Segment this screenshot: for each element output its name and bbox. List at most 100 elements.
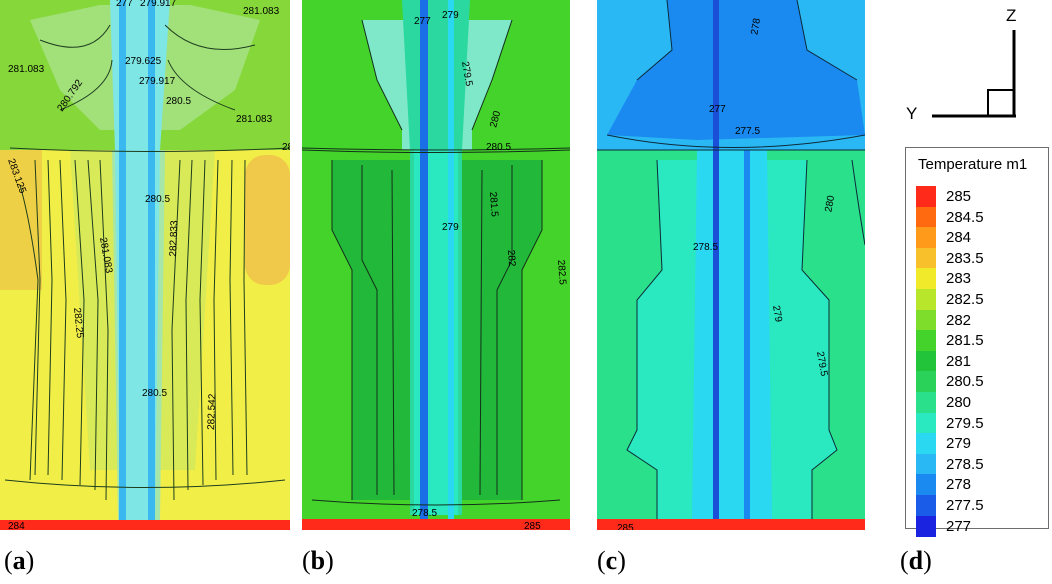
z-axis-label: Z bbox=[1006, 6, 1017, 25]
panel-b-label-11: 285 bbox=[524, 521, 541, 530]
panel-b-pipe-right bbox=[448, 0, 454, 520]
legend-swatch bbox=[916, 227, 936, 249]
panel-a-tag: (a) bbox=[4, 546, 35, 575]
panel-b-label-4: 280 bbox=[488, 109, 503, 128]
legend-swatch bbox=[916, 206, 936, 228]
panel-a-base-strip bbox=[0, 520, 290, 530]
panel-a-label-6: 279.917 bbox=[139, 76, 176, 87]
legend-swatch bbox=[916, 289, 936, 310]
panel-c-contour-lines bbox=[597, 0, 865, 520]
panel-b-label-7: 279 bbox=[442, 222, 459, 233]
panel-a-label-9: 280.5 bbox=[282, 142, 290, 153]
panel-b-contour-plot: 277 279 279.5 280 280.5 281.5 279 282 28… bbox=[302, 0, 570, 530]
legend-swatch bbox=[916, 247, 936, 269]
panel-a-contour-plot: 279.917 281.083 281.083 280.792 279.625 … bbox=[0, 0, 290, 530]
panel-c-cold-lobe bbox=[607, 0, 865, 140]
legend-value: 281 bbox=[946, 352, 972, 370]
panel-a-label-1: 279.917 bbox=[140, 0, 177, 9]
panel-a-label-7: 280.5 bbox=[166, 96, 191, 107]
legend-value: 279 bbox=[946, 435, 972, 453]
panel-a-pipe-right bbox=[148, 0, 155, 520]
legend-swatch bbox=[916, 412, 936, 434]
legend-swatch bbox=[916, 392, 936, 413]
panel-c-label-5: 278.5 bbox=[693, 242, 718, 253]
panel-a-label-8: 281.083 bbox=[236, 114, 273, 125]
legend-swatch bbox=[916, 350, 936, 372]
legend-value: 282.5 bbox=[946, 291, 984, 308]
panel-c-label-7: 279.5 bbox=[814, 351, 829, 378]
axis-indicator-svg bbox=[932, 30, 1016, 118]
legend-swatch bbox=[916, 186, 936, 207]
legend-swatch bbox=[916, 433, 936, 455]
legend-value: 284 bbox=[946, 229, 972, 247]
legend-value: 282 bbox=[946, 311, 972, 329]
legend-swatch bbox=[916, 474, 936, 496]
panel-b-base-strip bbox=[302, 519, 570, 530]
panel-a-label-18: 277 bbox=[116, 0, 133, 9]
panel-c-label-3: 277.5 bbox=[735, 126, 760, 137]
panel-b-label-1: 277 bbox=[414, 16, 431, 27]
panel-a-label-2: 281.083 bbox=[243, 6, 280, 17]
axis-indicator: Z Y bbox=[906, 0, 1052, 140]
panel-a-label-5: 279.625 bbox=[125, 56, 162, 67]
legend-swatch bbox=[916, 330, 936, 352]
legend-value: 281.5 bbox=[946, 332, 984, 350]
panel-b-label-6: 281.5 bbox=[487, 191, 500, 217]
panel-c-contour-plot: 278 277 277.5 280 278.5 279 279.5 285 bbox=[597, 0, 865, 530]
panel-b-label-8: 282 bbox=[505, 249, 517, 267]
panel-c-pipe-right bbox=[744, 150, 750, 520]
legend-swatch bbox=[916, 371, 936, 393]
legend-value: 278.5 bbox=[946, 455, 984, 473]
panel-c-pipe-left bbox=[713, 0, 719, 520]
panel-a-label-16: 282.542 bbox=[206, 393, 218, 430]
legend-value: 277 bbox=[946, 517, 972, 535]
panel-b-pipe-left bbox=[420, 0, 428, 520]
panel-a-label-13: 282.833 bbox=[168, 220, 180, 257]
panel-c-label-6: 279 bbox=[770, 305, 784, 324]
legend-value: 285 bbox=[946, 188, 972, 205]
panel-c-label-4: 280 bbox=[823, 194, 837, 213]
panel-a-svg: 279.917 281.083 281.083 280.792 279.625 … bbox=[0, 0, 290, 530]
legend-swatch bbox=[916, 309, 936, 331]
panel-a-label-3: 281.083 bbox=[8, 64, 45, 75]
legend-swatch bbox=[916, 453, 936, 475]
panel-b-label-2: 279 bbox=[442, 10, 459, 21]
legend-value: 283.5 bbox=[946, 249, 984, 267]
panel-c-tag: (c) bbox=[597, 546, 626, 575]
legend-swatch bbox=[916, 495, 936, 516]
legend-value: 283 bbox=[946, 270, 972, 288]
panel-d-tag: (d) bbox=[900, 546, 932, 575]
legend-swatch bbox=[916, 515, 936, 537]
panel-c-label-2: 277 bbox=[709, 104, 726, 115]
right-angle-marker bbox=[987, 89, 1015, 117]
panel-b-label-5: 280.5 bbox=[486, 142, 511, 153]
legend-title: Temperature m1 bbox=[918, 156, 1028, 173]
panel-c-core-zone bbox=[692, 150, 772, 520]
panel-b-label-3: 279.5 bbox=[459, 61, 474, 88]
panel-a-warm-left bbox=[0, 150, 42, 290]
panel-c-base-strip bbox=[597, 519, 865, 530]
panel-c-transition bbox=[597, 135, 865, 150]
panel-a-warm-right bbox=[245, 155, 290, 285]
panel-b-tag: (b) bbox=[302, 546, 334, 575]
panel-b-label-10: 278.5 bbox=[412, 508, 437, 519]
y-axis-label: Y bbox=[906, 104, 918, 123]
legend-value: 278 bbox=[946, 476, 972, 494]
panel-a-pipe-left bbox=[119, 0, 126, 520]
legend-swatch bbox=[916, 268, 936, 290]
panel-c-label-8: 285 bbox=[617, 523, 634, 530]
legend-value: 277.5 bbox=[946, 497, 984, 514]
panel-c-svg: 278 277 277.5 280 278.5 279 279.5 285 bbox=[597, 0, 865, 530]
panel-b-contour-lines bbox=[302, 19, 570, 506]
legend-value: 284.5 bbox=[946, 208, 984, 226]
panel-a-label-15: 280.5 bbox=[142, 388, 167, 399]
temperature-legend: Temperature m1 285 284.5 284 283.5 283 282.5 2… bbox=[905, 147, 1049, 537]
panel-b-label-9: 282.5 bbox=[555, 259, 568, 285]
legend-value: 279.5 bbox=[946, 414, 984, 432]
panel-a-label-11: 280.5 bbox=[145, 194, 170, 205]
panel-c-label-1: 278 bbox=[749, 17, 763, 36]
legend-value: 280.5 bbox=[946, 373, 984, 391]
legend-value: 280 bbox=[946, 394, 972, 411]
panel-a-contour-lines bbox=[4, 24, 290, 501]
panel-a-label-17: 284 bbox=[8, 521, 25, 530]
